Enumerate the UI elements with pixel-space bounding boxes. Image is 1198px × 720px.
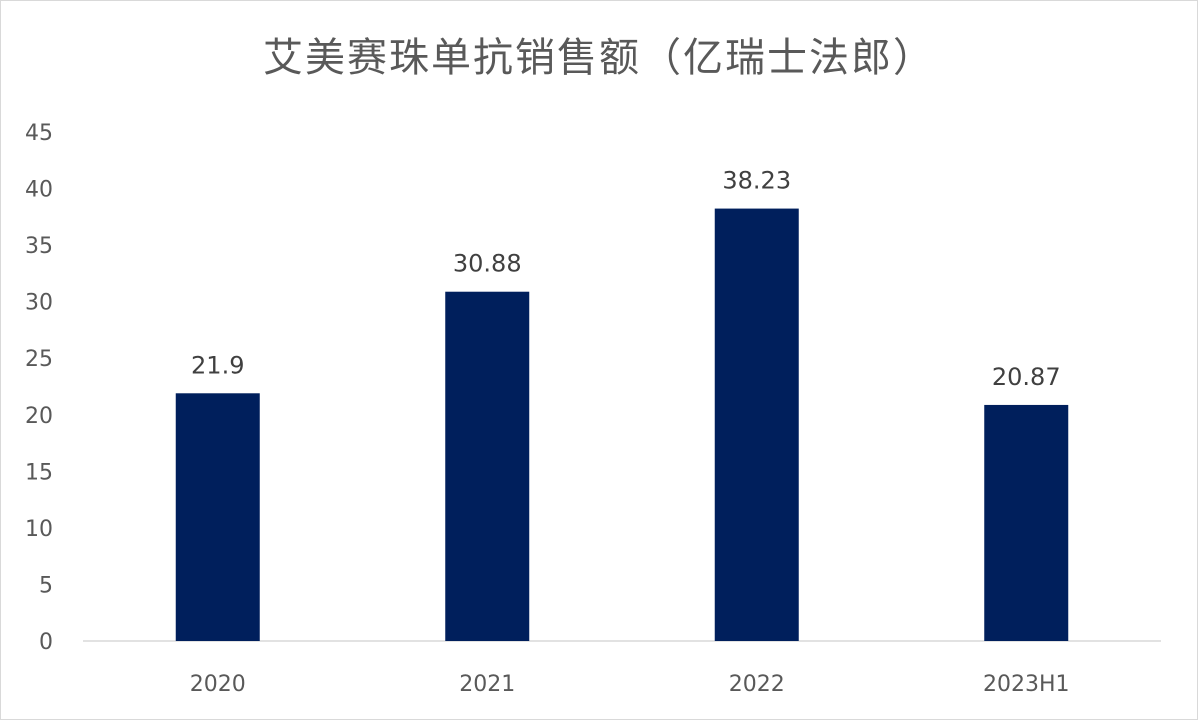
bar	[984, 404, 1069, 641]
y-tick-label: 25	[25, 347, 53, 372]
y-tick-label: 15	[25, 460, 53, 485]
x-tick-label: 2020	[190, 672, 246, 697]
data-label: 38.23	[722, 167, 791, 195]
y-tick-label: 30	[25, 291, 53, 316]
data-label: 30.88	[453, 250, 522, 278]
y-tick-label: 0	[39, 630, 53, 655]
y-tick-label: 20	[25, 404, 53, 429]
chart-title: 艾美赛珠单抗销售额（亿瑞士法郎）	[263, 35, 935, 81]
x-tick-label: 2021	[459, 672, 515, 697]
x-tick-label: 2023H1	[983, 672, 1070, 697]
y-tick-label: 35	[25, 234, 53, 259]
data-label: 20.87	[992, 363, 1061, 391]
y-tick-label: 10	[25, 517, 53, 542]
bar	[445, 291, 530, 641]
bar	[175, 393, 260, 641]
data-label: 21.9	[191, 351, 244, 379]
y-tick-label: 5	[39, 573, 53, 598]
bar	[714, 208, 799, 641]
x-tick-label: 2022	[729, 672, 785, 697]
y-tick-label: 40	[25, 178, 53, 203]
y-tick-label: 45	[25, 121, 53, 146]
